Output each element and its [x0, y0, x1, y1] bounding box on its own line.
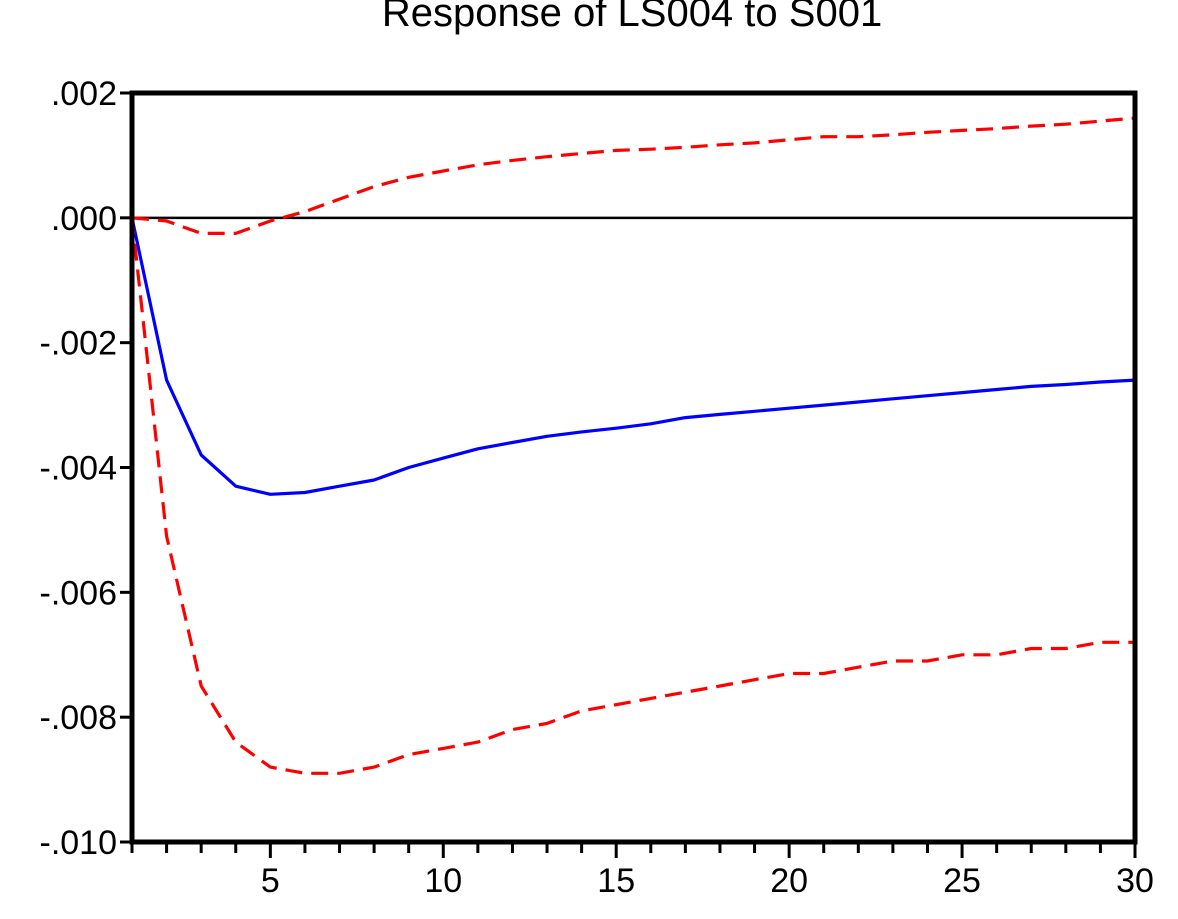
y-tick-label: .000 — [51, 200, 117, 238]
chart-title: Response of LS004 to S001 — [382, 0, 882, 35]
y-tick-label: -.006 — [40, 574, 118, 612]
y-tick-label: -.004 — [40, 450, 118, 488]
x-tick-label: 30 — [1116, 862, 1154, 900]
x-tick-label: 25 — [943, 862, 981, 900]
y-tick-label: .002 — [51, 75, 117, 113]
x-tick-label: 10 — [424, 862, 462, 900]
series-response — [130, 217, 1136, 496]
y-tick-label: -.010 — [40, 824, 118, 862]
x-tick-label: 5 — [261, 862, 280, 900]
x-tick-label: 20 — [770, 862, 808, 900]
y-tick-label: -.008 — [40, 699, 118, 737]
x-tick-label: 15 — [597, 862, 635, 900]
axes: .002 .000 -.002 -.004 -.006 -.008 -.010 5 10 15 20… — [40, 75, 1154, 900]
series-lower-band — [130, 217, 1135, 775]
plot-area — [130, 116, 1136, 775]
plot-frame — [129, 90, 1138, 845]
y-tick-label: -.002 — [40, 325, 118, 363]
series-upper-band — [131, 116, 1136, 235]
